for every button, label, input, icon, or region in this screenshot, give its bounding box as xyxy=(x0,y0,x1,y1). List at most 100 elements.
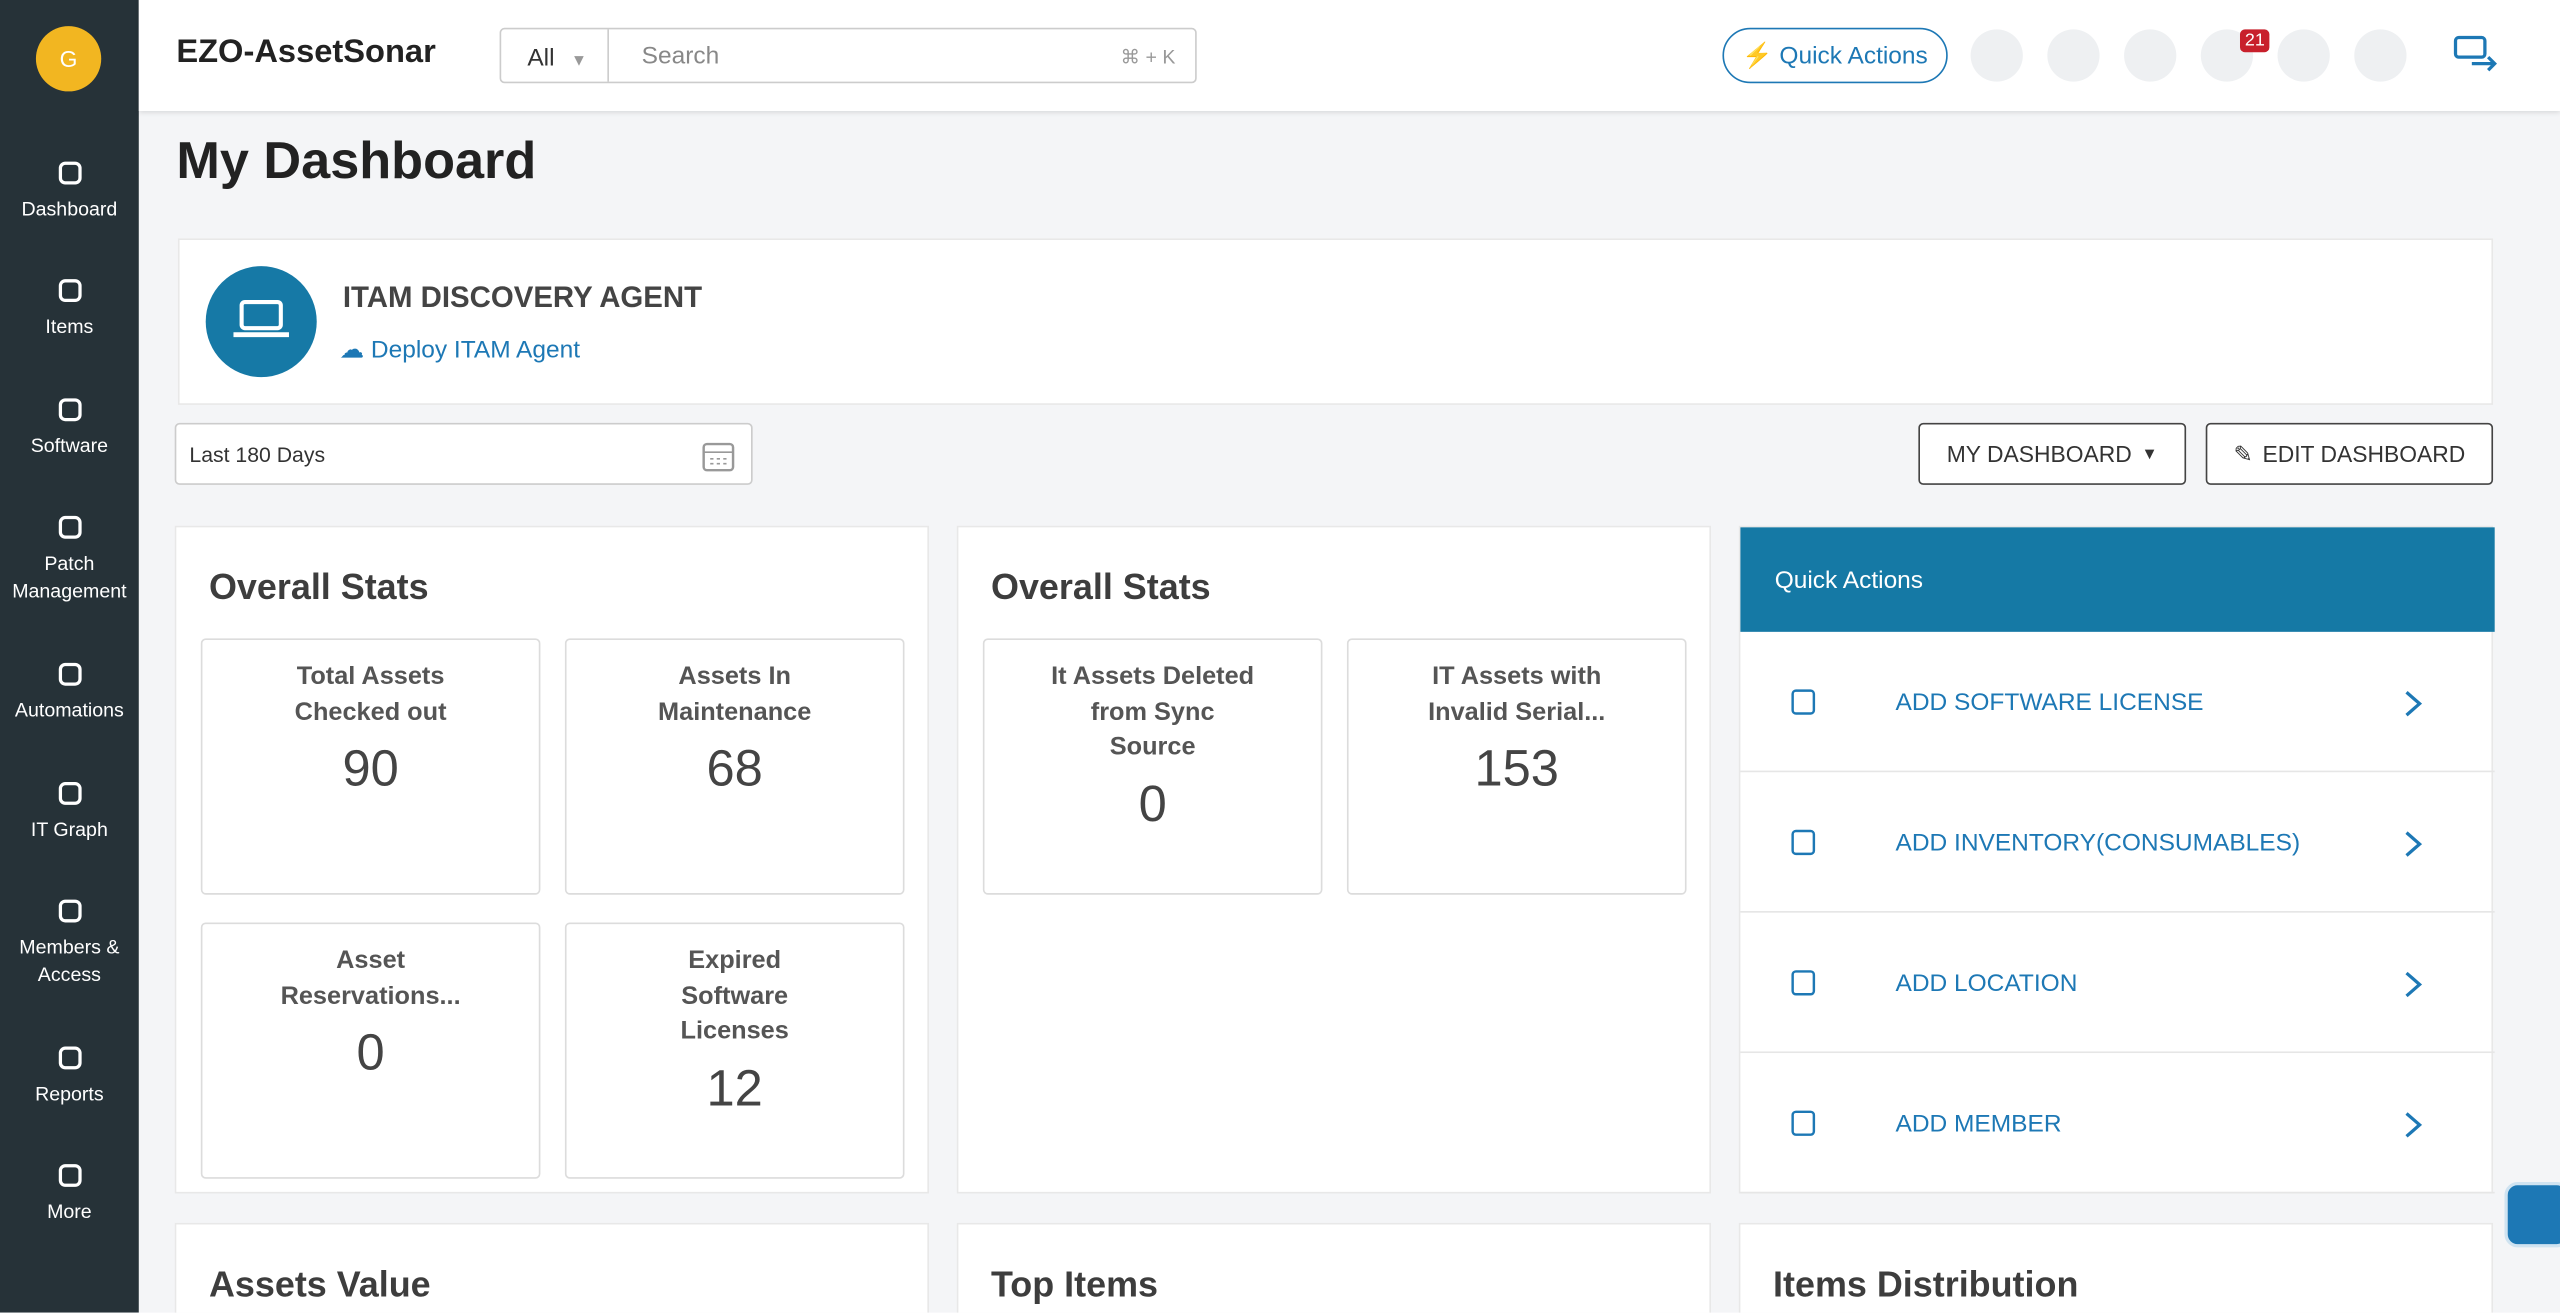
nav-item[interactable]: Members & Access xyxy=(0,898,139,989)
nav-icon xyxy=(57,1046,81,1070)
chevron xyxy=(2405,831,2423,857)
panel-title: Overall Stats xyxy=(991,566,1211,608)
panel-title: Overall Stats xyxy=(208,566,429,608)
notification-badge: 21 xyxy=(2239,29,2270,53)
chevron xyxy=(2405,1112,2423,1138)
nav-icon xyxy=(57,662,81,686)
agent-title: ITAM DISCOVERY AGENT xyxy=(342,280,703,314)
stat-card: It Assets Deleted from Sync Source 0 xyxy=(982,638,1323,895)
agent-link-text: Deploy ITAM Agent xyxy=(370,336,581,365)
calendar-icon[interactable] xyxy=(2124,29,2177,82)
chevron xyxy=(2405,691,2423,717)
qa-label: ADD LOCATION xyxy=(1895,969,2078,998)
chat-bot[interactable] xyxy=(2504,1182,2560,1248)
nav-item[interactable]: More xyxy=(0,1162,139,1226)
add-icon[interactable] xyxy=(1970,29,2023,82)
stat-card: Asset Reservations... 0 xyxy=(200,922,541,1179)
nav-label: More xyxy=(47,1199,92,1223)
nav-item[interactable]: IT Graph xyxy=(0,780,139,844)
nav-label: Reports xyxy=(35,1082,104,1106)
quick-actions-text: Quick Actions xyxy=(1779,41,1928,70)
nav-item[interactable]: Patch Management xyxy=(0,514,139,605)
stat-value: 90 xyxy=(342,739,399,797)
date-range[interactable]: Last 180 Days xyxy=(174,422,753,485)
page-title: My Dashboard xyxy=(176,130,537,190)
date-text: Last 180 Days xyxy=(189,442,326,467)
panel-title: Assets Value xyxy=(208,1263,431,1305)
agent-card: ITAM DISCOVERY AGENT ☁ Deploy ITAM Agent xyxy=(177,238,2494,405)
qa-row[interactable]: ADD LOCATION xyxy=(1740,913,2495,1054)
panel-title: Items Distribution xyxy=(1773,1263,2079,1305)
quick-actions-button[interactable]: ⚡ Quick Actions xyxy=(1722,27,1948,84)
nav-icon xyxy=(57,899,81,923)
edit-dashboard-button[interactable]: ✎ EDIT DASHBOARD xyxy=(2205,422,2494,485)
search-box: All ▼ Search ⌘ + K xyxy=(499,27,1197,84)
brand[interactable]: EZO-AssetSonar xyxy=(176,34,436,71)
sidebar: G Dashboard Items Software Patch Management… xyxy=(0,0,139,1313)
stat-card: Assets In Maintenance 68 xyxy=(564,638,905,895)
nav-item[interactable]: Reports xyxy=(0,1045,139,1109)
widget-panel: Items Distribution xyxy=(1738,1222,2494,1313)
stats-panel: Overall Stats It Assets Deleted from Sync… xyxy=(956,525,1712,1194)
nav-label: Software xyxy=(30,434,109,458)
shortcut: ⌘ + K xyxy=(1120,45,1176,69)
stat-value: 0 xyxy=(356,1023,385,1081)
stats-panel: Overall Stats Total Assets Checked out 90 A… xyxy=(174,525,929,1194)
stat-label: Assets In Maintenance xyxy=(658,662,812,726)
qa-row[interactable]: ADD INVENTORY(CONSUMABLES) xyxy=(1740,772,2495,913)
nav-icon xyxy=(57,398,81,422)
my-dashboard-button[interactable]: MY DASHBOARD ▼ xyxy=(1918,422,2187,485)
qa-icon xyxy=(1791,1110,1816,1136)
widget-panel: Top Items xyxy=(956,1222,1712,1313)
qa-header: Quick Actions xyxy=(1740,527,2495,632)
search-scope[interactable]: All ▼ xyxy=(501,29,609,82)
agent-link[interactable]: ☁ Deploy ITAM Agent xyxy=(339,336,581,365)
nav-icon xyxy=(57,515,81,539)
search-input[interactable]: Search xyxy=(641,42,720,71)
nav-item[interactable]: Automations xyxy=(0,661,139,725)
nav-icon xyxy=(57,161,81,185)
qa-icon xyxy=(1791,829,1816,856)
nav-label: Items xyxy=(45,315,94,338)
header: EZO-AssetSonar All ▼ Search ⌘ + K ⚡ Quick … xyxy=(138,0,2560,112)
qa-icon xyxy=(1791,689,1816,715)
stat-label: IT Assets with Invalid Serial... xyxy=(1428,662,1606,726)
stat-value: 153 xyxy=(1474,739,1559,797)
avatar[interactable]: G xyxy=(35,26,102,92)
stat-label: Expired Software Licenses xyxy=(680,946,789,1045)
button-text: MY DASHBOARD xyxy=(1946,440,2132,467)
help-icon[interactable] xyxy=(2354,29,2407,82)
qa-row[interactable]: ADD MEMBER xyxy=(1740,1053,2495,1194)
qa-label: ADD MEMBER xyxy=(1895,1110,2062,1138)
widget-panel: Assets Value xyxy=(174,1222,929,1313)
stat-card: Total Assets Checked out 90 xyxy=(200,638,541,895)
scope-text: All xyxy=(527,44,555,72)
cart-icon[interactable] xyxy=(2047,29,2100,82)
nav-label: Dashboard xyxy=(21,197,118,221)
nav-item[interactable]: Dashboard xyxy=(0,160,139,224)
stat-value: 0 xyxy=(1138,774,1167,832)
qa-icon xyxy=(1791,970,1816,996)
stat-label: It Assets Deleted from Sync Source xyxy=(1051,662,1255,761)
stat-label: Asset Reservations... xyxy=(280,946,461,1010)
qa-label: ADD INVENTORY(CONSUMABLES) xyxy=(1895,829,2301,858)
settings-icon[interactable] xyxy=(2277,29,2330,82)
chevron xyxy=(2405,971,2423,998)
nav-icon xyxy=(57,279,81,303)
nav-label: Automations xyxy=(14,698,124,722)
button-text: EDIT DASHBOARD xyxy=(2262,440,2466,467)
nav-icon xyxy=(57,1164,81,1187)
qa-row[interactable]: ADD SOFTWARE LICENSE xyxy=(1740,632,2495,773)
stat-card: IT Assets with Invalid Serial... 153 xyxy=(1346,638,1687,895)
nav-item[interactable]: Items xyxy=(0,278,139,342)
quick-actions-panel: Quick Actions ADD SOFTWARE LICENSE ADD IN… xyxy=(1738,525,2495,1194)
panel-title: Top Items xyxy=(991,1263,1158,1305)
switch-icon[interactable] xyxy=(2452,34,2498,76)
stat-label: Total Assets Checked out xyxy=(294,662,447,726)
nav-item[interactable]: Software xyxy=(0,397,139,461)
agent-icon xyxy=(205,266,317,378)
nav-icon xyxy=(57,782,81,805)
stat-value: 68 xyxy=(706,739,763,797)
